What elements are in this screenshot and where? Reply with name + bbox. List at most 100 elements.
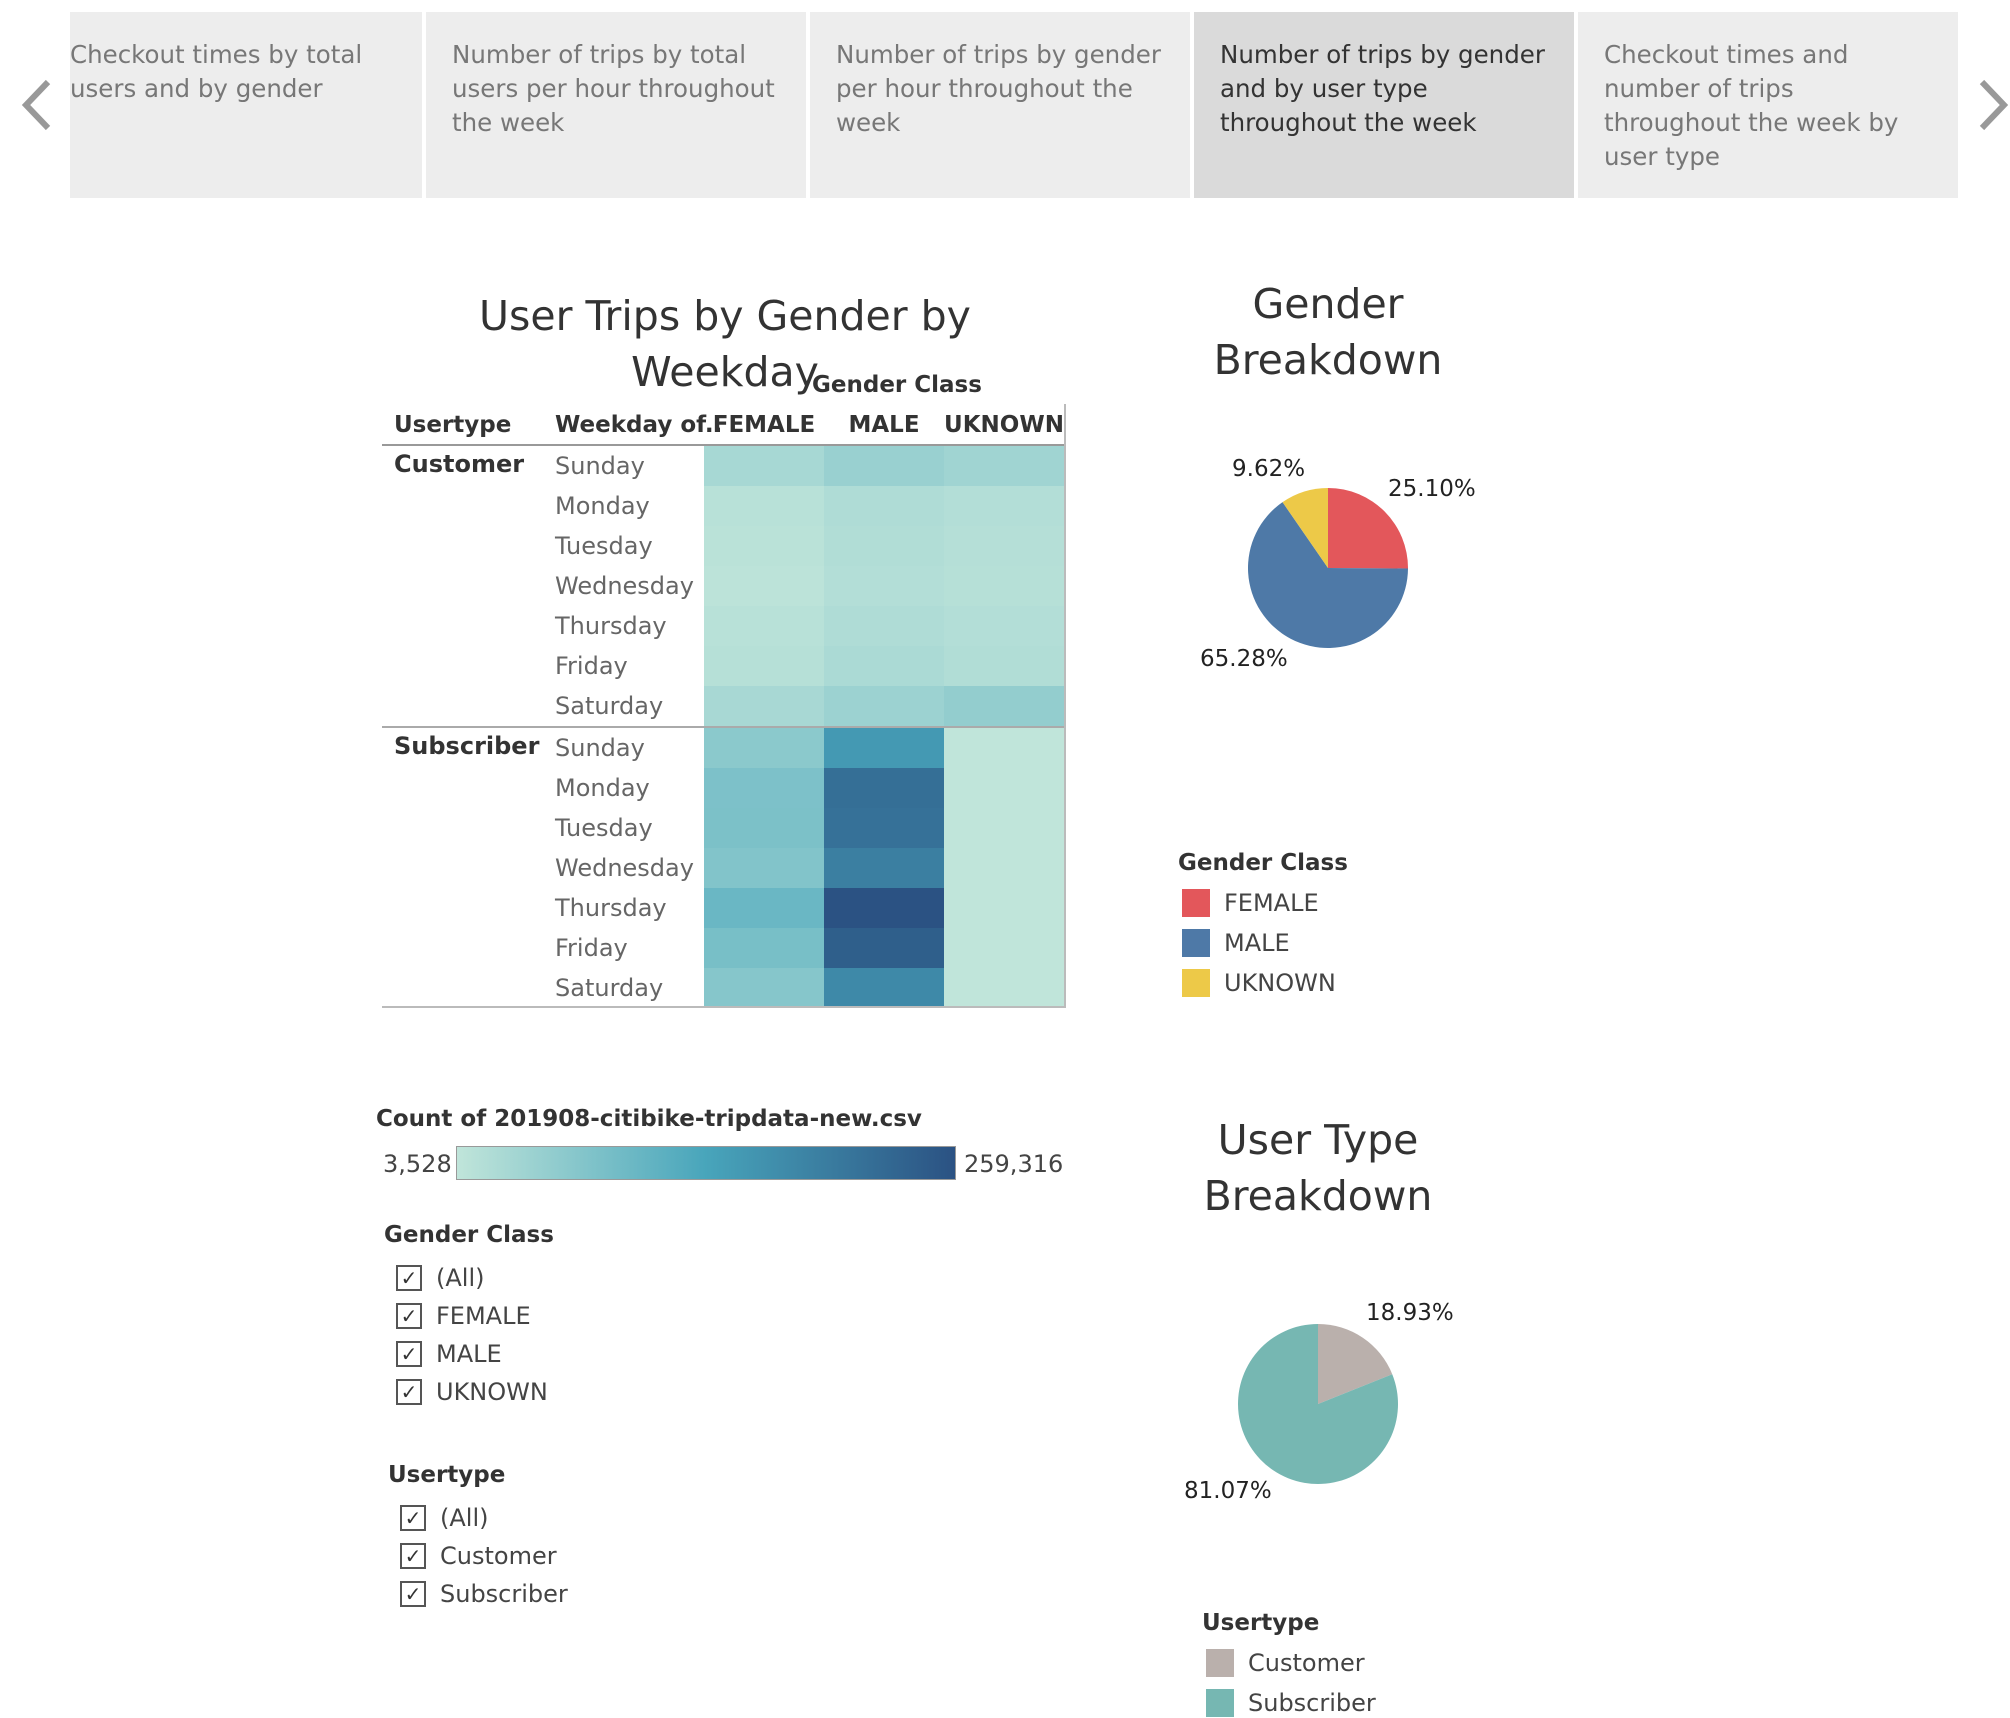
heatmap-cell[interactable] (824, 486, 944, 526)
heatmap-cell[interactable] (704, 446, 824, 486)
heatmap-cell[interactable] (944, 928, 1064, 968)
heatmap-cell[interactable] (704, 928, 824, 968)
pie-slice-subscriber[interactable] (1238, 1324, 1398, 1484)
heatmap-cell[interactable] (944, 686, 1064, 726)
filter-option-all[interactable]: ✓ (All) (400, 1502, 488, 1534)
story-tab-checkout-by-usertype[interactable]: Checkout times and number of trips throu… (1578, 12, 1958, 198)
legend-item-female[interactable]: FEMALE (1182, 888, 1319, 918)
filter-option-label: Subscriber (440, 1580, 568, 1608)
usertype-filter-title: Usertype (388, 1462, 506, 1488)
heatmap-cell[interactable] (704, 728, 824, 768)
filter-option-customer[interactable]: ✓ Customer (400, 1540, 557, 1572)
check-icon: ✓ (400, 1304, 418, 1328)
filter-option-male[interactable]: ✓ MALE (396, 1338, 502, 1370)
usertype-pie-chart[interactable] (1168, 1284, 1468, 1524)
heatmap-cell[interactable] (824, 888, 944, 928)
heatmap-cell[interactable] (824, 606, 944, 646)
story-tab-trips-by-gender-usertype[interactable]: Number of trips by gender and by user ty… (1194, 12, 1574, 198)
filter-option-uknown[interactable]: ✓ UKNOWN (396, 1376, 548, 1408)
story-tab-trips-by-gender-hour[interactable]: Number of trips by gender per hour throu… (810, 12, 1190, 198)
pie-slice-customer[interactable] (1318, 1324, 1393, 1404)
next-story-button[interactable] (1968, 70, 2010, 140)
row-label-saturday: Saturday (555, 974, 664, 1002)
heatmap-cell[interactable] (824, 848, 944, 888)
row-label-monday: Monday (555, 492, 650, 520)
heatmap-cell[interactable] (944, 968, 1064, 1008)
heatmap-cell[interactable] (704, 848, 824, 888)
story-tab-label: Number of trips by total users per hour … (452, 40, 775, 137)
legend-item-subscriber[interactable]: Subscriber (1206, 1688, 1376, 1718)
check-icon: ✓ (400, 1266, 418, 1290)
filter-option-all[interactable]: ✓ (All) (396, 1262, 484, 1294)
color-legend-max: 259,316 (964, 1150, 1064, 1178)
group-divider (382, 726, 1066, 728)
heatmap-cell[interactable] (944, 526, 1064, 566)
heatmap-cell[interactable] (944, 646, 1064, 686)
heatmap-cell[interactable] (704, 686, 824, 726)
chevron-left-icon (21, 79, 51, 131)
row-label-tuesday: Tuesday (555, 814, 653, 842)
heatmap-cell[interactable] (824, 526, 944, 566)
pie-label-female: 25.10% (1388, 476, 1476, 502)
heatmap-cell[interactable] (824, 646, 944, 686)
filter-option-label: FEMALE (436, 1302, 531, 1330)
heatmap-cell[interactable] (824, 808, 944, 848)
legend-item-uknown[interactable]: UKNOWN (1182, 968, 1336, 998)
filter-option-female[interactable]: ✓ FEMALE (396, 1300, 531, 1332)
heatmap-cell[interactable] (824, 686, 944, 726)
column-group-header: Gender Class (812, 372, 982, 398)
checkbox[interactable]: ✓ (400, 1543, 426, 1569)
pie-slice-female[interactable] (1328, 488, 1408, 569)
check-icon: ✓ (400, 1380, 418, 1404)
row-label-saturday: Saturday (555, 692, 664, 720)
heatmap-cell[interactable] (824, 968, 944, 1008)
check-icon: ✓ (404, 1582, 422, 1606)
story-tab-trips-per-hour[interactable]: Number of trips by total users per hour … (426, 12, 806, 198)
heatmap-cell[interactable] (824, 566, 944, 606)
heatmap-cell[interactable] (944, 848, 1064, 888)
heatmap-cell[interactable] (704, 606, 824, 646)
legend-item-customer[interactable]: Customer (1206, 1648, 1365, 1678)
checkbox[interactable]: ✓ (396, 1265, 422, 1291)
heatmap-cell[interactable] (704, 646, 824, 686)
heatmap-cell[interactable] (704, 768, 824, 808)
pie-slice-male[interactable] (1248, 502, 1408, 648)
heatmap-cell[interactable] (944, 888, 1064, 928)
legend-item-male[interactable]: MALE (1182, 928, 1290, 958)
checkbox[interactable]: ✓ (396, 1379, 422, 1405)
heatmap-cell[interactable] (704, 968, 824, 1008)
previous-story-button[interactable] (12, 70, 62, 140)
color-legend-title: Count of 201908-citibike-tripdata-new.cs… (376, 1106, 922, 1132)
pie-label-male: 65.28% (1200, 646, 1288, 672)
pie-slice-uknown[interactable] (1282, 488, 1328, 568)
heatmap-cell[interactable] (944, 486, 1064, 526)
filter-option-subscriber[interactable]: ✓ Subscriber (400, 1578, 568, 1610)
heatmap-cell[interactable] (704, 888, 824, 928)
row-label-thursday: Thursday (555, 894, 667, 922)
heatmap-cell[interactable] (944, 808, 1064, 848)
heatmap-cell[interactable] (824, 928, 944, 968)
row-group-subscriber: Subscriber (394, 732, 540, 760)
heatmap-cell[interactable] (824, 728, 944, 768)
gender-pie-chart[interactable] (1178, 448, 1478, 688)
heatmap-cell[interactable] (704, 808, 824, 848)
color-legend-gradient-bar (456, 1146, 956, 1180)
checkbox[interactable]: ✓ (400, 1581, 426, 1607)
heatmap-cell[interactable] (944, 566, 1064, 606)
story-tab-checkout-times[interactable]: Checkout times by total users and by gen… (70, 12, 422, 198)
heatmap-cell[interactable] (944, 606, 1064, 646)
checkbox[interactable]: ✓ (396, 1341, 422, 1367)
filter-option-label: (All) (440, 1504, 489, 1532)
row-label-friday: Friday (555, 934, 628, 962)
heatmap-cell[interactable] (704, 526, 824, 566)
heatmap-cell[interactable] (944, 728, 1064, 768)
gender-legend-title: Gender Class (1178, 850, 1348, 876)
heatmap-cell[interactable] (704, 486, 824, 526)
heatmap-cell[interactable] (944, 446, 1064, 486)
heatmap-cell[interactable] (704, 566, 824, 606)
heatmap-cell[interactable] (824, 768, 944, 808)
checkbox[interactable]: ✓ (396, 1303, 422, 1329)
heatmap-cell[interactable] (824, 446, 944, 486)
checkbox[interactable]: ✓ (400, 1505, 426, 1531)
heatmap-cell[interactable] (944, 768, 1064, 808)
